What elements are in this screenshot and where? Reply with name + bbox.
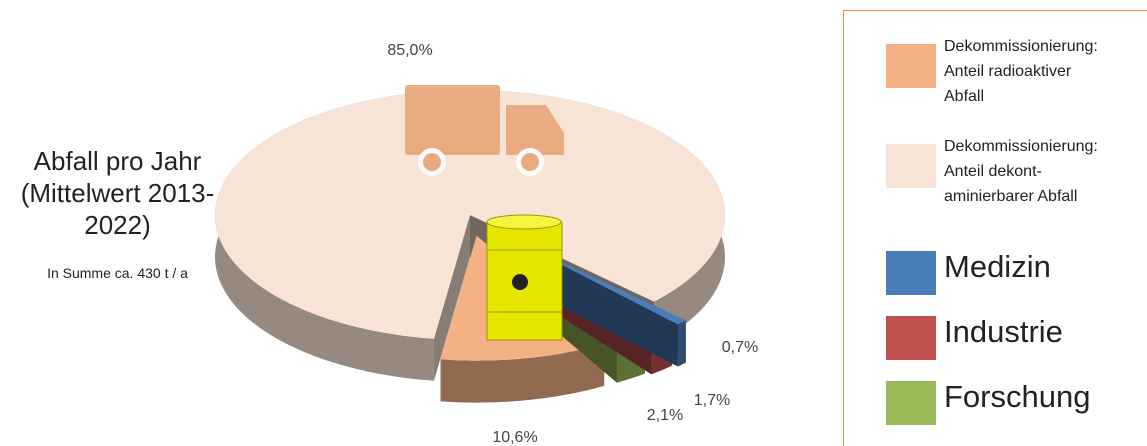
legend-swatch (886, 381, 936, 425)
value-label: 85,0% (387, 42, 432, 59)
truck-wheel (423, 153, 441, 171)
barrel-top (487, 215, 561, 229)
chart-subtitle: In Summe ca. 430 t / a (0, 265, 235, 281)
legend-swatch (886, 44, 936, 88)
slice-side (678, 321, 686, 367)
legend-label: Medizin (944, 249, 1051, 285)
truck-body (405, 85, 500, 155)
value-label: 2,1% (647, 407, 683, 424)
value-label: 1,7% (694, 392, 730, 409)
legend-label: Industrie (944, 314, 1063, 350)
truck-wheel (521, 153, 539, 171)
chart-title: Abfall pro Jahr (Mittelwert 2013-2022) (0, 145, 235, 241)
radiation-sign (512, 274, 528, 290)
legend-swatch (886, 316, 936, 360)
legend-swatch (886, 144, 936, 188)
legend: Dekommissionierung: Anteil radioaktiver … (843, 10, 1147, 446)
legend-label: Dekommissionierung: Anteil dekont- amini… (944, 134, 1112, 209)
value-label: 0,7% (722, 339, 758, 356)
value-label: 10,6% (492, 429, 537, 446)
legend-label: Forschung (944, 379, 1090, 415)
legend-label: Dekommissionierung: Anteil radioaktiver … (944, 34, 1112, 109)
page: 85,0% 10,6% 2,1% 1,7% 0,7% Abfall pro Jahr (… (0, 0, 1147, 446)
barrel-icon (487, 215, 562, 340)
legend-swatch (886, 251, 936, 295)
